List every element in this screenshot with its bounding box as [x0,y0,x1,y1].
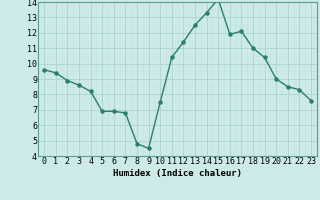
X-axis label: Humidex (Indice chaleur): Humidex (Indice chaleur) [113,169,242,178]
